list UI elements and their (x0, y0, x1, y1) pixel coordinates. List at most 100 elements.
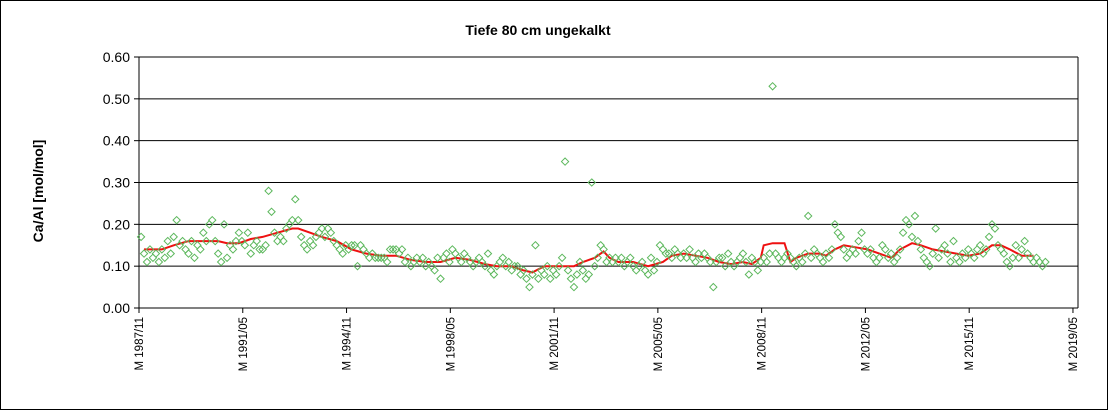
data-point (459, 249, 469, 258)
data-point (667, 253, 677, 263)
data-point (216, 257, 226, 267)
data-point (199, 228, 208, 238)
data-point (279, 236, 288, 246)
data-point (741, 257, 751, 267)
data-point (1011, 240, 1021, 250)
data-point (907, 232, 917, 242)
y-tick-labels: 0.00 0.10 0.20 0.30 0.40 0.50 0.60 (103, 49, 130, 316)
y-tick-label: 0.20 (103, 216, 130, 232)
data-point (418, 253, 428, 263)
data-point (388, 245, 398, 254)
data-point (403, 253, 413, 263)
data-point (267, 207, 276, 217)
data-point (234, 228, 244, 238)
data-point (872, 257, 881, 267)
data-point (246, 249, 256, 258)
data-point (528, 270, 537, 279)
data-point (886, 249, 896, 258)
data-point (184, 249, 193, 258)
data-point (142, 257, 152, 267)
data-point (999, 249, 1009, 258)
data-point (833, 228, 843, 238)
data-point (261, 240, 270, 250)
x-tick-label: M 1991/05 (238, 317, 250, 371)
data-point (720, 261, 730, 271)
data-point (984, 232, 994, 242)
data-point (1041, 257, 1050, 267)
data-point (525, 282, 534, 292)
data-point (270, 228, 279, 238)
chart-title: Tiefe 80 cm ungekalkt (465, 22, 611, 38)
data-point (560, 157, 570, 166)
data-point (193, 240, 202, 250)
data-point (952, 253, 961, 263)
data-point (483, 249, 493, 258)
data-point (287, 215, 297, 225)
x-tick-label: M 2015/11 (964, 317, 976, 371)
data-point (350, 240, 359, 250)
data-point (451, 249, 460, 258)
data-point (228, 245, 238, 254)
data-point (581, 274, 591, 284)
data-point (806, 253, 816, 263)
data-point (542, 261, 552, 271)
data-point (777, 257, 786, 267)
data-point (317, 224, 327, 233)
data-point (397, 245, 407, 254)
data-point (670, 245, 680, 254)
data-point (190, 253, 199, 263)
y-tick-label: 0.10 (103, 258, 130, 274)
data-point (1020, 236, 1029, 246)
data-point (682, 253, 691, 263)
data-point (919, 253, 929, 263)
data-point (1014, 253, 1024, 263)
data-point (264, 186, 273, 196)
data-point (578, 266, 588, 275)
data-point (296, 232, 306, 242)
data-point (981, 245, 991, 254)
x-tick-label: M 2008/11 (757, 317, 769, 371)
data-point (178, 236, 187, 246)
points-layer (136, 81, 1050, 292)
data-point (762, 257, 771, 267)
data-point (892, 253, 902, 263)
data-point (753, 266, 763, 275)
data-point (931, 224, 940, 233)
y-tick-label: 0.60 (103, 49, 130, 65)
data-point (148, 253, 158, 263)
data-point (809, 245, 819, 254)
data-point (554, 261, 564, 271)
data-point (1005, 261, 1015, 271)
x-tick-label: M 1994/11 (342, 317, 354, 371)
data-point (928, 249, 938, 258)
data-point (797, 257, 807, 267)
data-point (326, 228, 336, 238)
data-point (572, 270, 582, 279)
data-point (335, 245, 345, 254)
data-point (898, 228, 908, 238)
data-point (293, 215, 303, 225)
axis-layer (138, 57, 1079, 313)
x-tick-label: M 2012/05 (860, 317, 872, 371)
data-point (824, 253, 834, 263)
data-point (249, 240, 259, 250)
data-point (878, 240, 887, 250)
data-point (818, 257, 828, 267)
data-point (723, 249, 733, 258)
data-point (240, 240, 250, 250)
data-point (631, 266, 641, 275)
data-point (305, 236, 315, 246)
data-point (154, 257, 164, 267)
data-point (803, 211, 813, 221)
data-point (166, 249, 176, 258)
y-tick-label: 0.00 (103, 300, 130, 316)
data-point (510, 261, 519, 271)
data-point (456, 257, 466, 267)
data-point (617, 253, 626, 263)
data-point (448, 245, 457, 254)
x-tick-label: M 1987/11 (134, 317, 146, 371)
data-point (207, 215, 217, 225)
x-tick-labels: M 1987/11 M 1991/05 M 1994/11 M 1998/05 M 20… (134, 317, 1080, 371)
